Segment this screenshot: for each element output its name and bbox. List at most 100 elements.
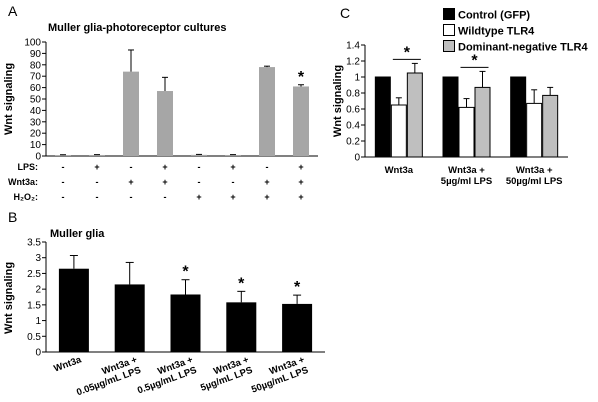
bar	[526, 102, 543, 158]
bar	[55, 155, 71, 156]
y-tick-label: 50	[30, 95, 42, 106]
panel-label: A	[8, 3, 18, 19]
bar	[157, 91, 173, 156]
category-label: Wnt3a +0.05µg/mL LPS	[71, 354, 142, 398]
condition-mark: +	[264, 177, 269, 187]
y-tick-label: 0	[35, 152, 41, 163]
condition-mark: -	[232, 177, 235, 187]
condition-mark: -	[198, 177, 201, 187]
y-tick-label: 40	[30, 106, 42, 117]
condition-row-label: Wnt3a:	[8, 177, 38, 187]
condition-row-label: LPS:	[17, 162, 38, 172]
condition-mark: +	[162, 162, 167, 172]
y-tick-label: 0.6	[346, 105, 360, 116]
significance-marker: *	[471, 52, 478, 69]
bar	[390, 104, 407, 158]
category-label-line: Wnt3a	[385, 165, 414, 176]
panel-a: A Muller glia-photoreceptor cultures 01020…	[3, 3, 318, 202]
panel-c: C Control (GFP) Wildtype TLR4 Dominant-nega…	[332, 5, 588, 187]
bar	[123, 71, 139, 156]
condition-mark: -	[198, 162, 201, 172]
category-label-line: Wnt3a +	[516, 165, 553, 176]
bar	[458, 106, 475, 158]
category-label: Wnt3a +50µg/mL LPS	[246, 354, 310, 395]
y-tick-label: 0.4	[346, 121, 360, 132]
legend-swatch	[443, 8, 455, 20]
category-label: Wnt3a	[52, 354, 83, 374]
condition-mark: +	[298, 192, 303, 202]
legend-entry: Control (GFP)	[458, 10, 530, 22]
condition-mark: -	[62, 162, 65, 172]
legend-swatch	[443, 40, 455, 52]
y-tick-label: 10	[30, 140, 42, 151]
y-tick-label: 3	[35, 253, 41, 264]
y-tick-label: 60	[30, 83, 42, 94]
panel-label: C	[340, 5, 350, 21]
chart-title: Muller glia-photoreceptor cultures	[48, 22, 226, 34]
condition-mark: +	[230, 162, 235, 172]
bar	[542, 94, 559, 158]
legend-entry: Wildtype TLR4	[458, 26, 535, 38]
y-tick-label: 1.5	[27, 300, 41, 311]
condition-mark: -	[130, 162, 133, 172]
y-tick-label: 0.8	[346, 89, 360, 100]
chart-title: Muller glia	[50, 228, 105, 240]
y-tick-label: 1.2	[346, 57, 360, 68]
y-axis-label: Wnt signaling	[3, 262, 15, 334]
significance-marker: *	[238, 275, 245, 292]
condition-mark: +	[230, 192, 235, 202]
panel-label: B	[8, 209, 17, 225]
y-axis-label: Wnt signaling	[3, 63, 15, 135]
legend-swatch	[443, 24, 455, 36]
condition-mark: -	[96, 177, 99, 187]
bar	[170, 294, 201, 352]
significance-marker: *	[404, 44, 411, 61]
condition-mark: +	[264, 192, 269, 202]
category-label-line: 50µg/ml LPS	[506, 176, 563, 187]
bar	[259, 67, 275, 156]
y-tick-label: 1	[354, 73, 360, 84]
condition-mark: +	[298, 177, 303, 187]
y-tick-label: 0	[35, 348, 41, 359]
bar	[191, 154, 207, 156]
bar	[282, 303, 313, 352]
y-tick-label: 2	[35, 285, 41, 296]
y-tick-label: 20	[30, 129, 42, 140]
y-axis-label: Wnt signaling	[332, 65, 344, 137]
y-tick-label: 30	[30, 117, 42, 128]
legend-entry: Dominant-negative TLR4	[458, 42, 588, 54]
condition-mark: +	[196, 192, 201, 202]
condition-mark: -	[62, 177, 65, 187]
y-tick-label: 1.4	[346, 41, 360, 52]
bar	[114, 284, 145, 352]
category-label: Wnt3a +5µg/ml LPS	[441, 165, 492, 187]
condition-mark: +	[94, 162, 99, 172]
y-tick-label: 0.5	[27, 332, 41, 343]
condition-mark: +	[162, 177, 167, 187]
bar	[474, 86, 491, 158]
bar	[293, 86, 309, 156]
bar	[406, 72, 423, 158]
bar	[225, 154, 241, 156]
y-tick-label: 80	[30, 60, 42, 71]
bar	[58, 268, 89, 352]
significance-marker: *	[298, 69, 305, 86]
category-label-line: Wnt3a +	[448, 165, 485, 176]
bar	[226, 302, 257, 352]
condition-mark: -	[62, 192, 65, 202]
condition-mark: +	[128, 177, 133, 187]
significance-marker: *	[294, 279, 301, 296]
condition-mark: -	[96, 192, 99, 202]
condition-mark: -	[130, 192, 133, 202]
category-label: Wnt3a +50µg/ml LPS	[506, 165, 563, 187]
category-label: Wnt3a +5µg/mL LPS	[195, 354, 254, 393]
panel-b: B Muller glia 0 0.5 1 1.5 2 2.5 3 3.5 Wnt signalin…	[3, 209, 325, 398]
category-label: Wnt3a	[385, 165, 414, 176]
bar	[510, 76, 527, 158]
category-label-line: 5µg/ml LPS	[441, 176, 492, 187]
bar	[374, 76, 391, 158]
y-tick-label: 90	[30, 49, 42, 60]
y-tick-label: 1	[35, 316, 41, 327]
category-label-line: Wnt3a	[52, 354, 83, 374]
